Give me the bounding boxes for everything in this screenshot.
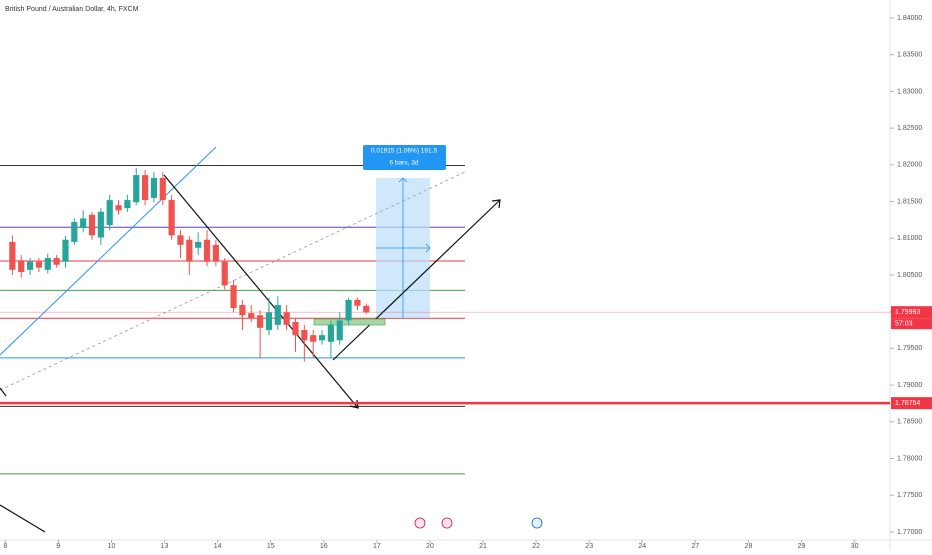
price-label: 1.78754 [895, 400, 920, 407]
event-icon[interactable] [531, 517, 543, 529]
candle-body [195, 241, 202, 248]
candle-body [239, 305, 246, 316]
price-label-box [891, 397, 932, 410]
y-tick-label: 1.79500 [897, 345, 922, 352]
x-tick-label: 27 [691, 543, 699, 550]
x-tick-label: 16 [320, 543, 328, 550]
candle-body [124, 200, 131, 209]
x-tick-label: 20 [426, 543, 434, 550]
candle-body [248, 313, 255, 319]
candle-body [177, 235, 184, 245]
y-tick-label: 1.82000 [897, 162, 922, 169]
candle-body [345, 299, 352, 321]
candle-body [221, 261, 228, 286]
x-tick-label: 21 [479, 543, 487, 550]
measure-arrow [398, 177, 408, 183]
y-tick-label: 1.84000 [897, 15, 922, 22]
x-tick-label: 13 [161, 543, 169, 550]
candle-body [106, 200, 113, 226]
candle-body [310, 335, 317, 342]
arrow [0, 387, 7, 397]
candle-body [159, 178, 166, 201]
candle-body [212, 244, 219, 262]
candle-body [150, 178, 158, 198]
candle-body [363, 305, 370, 313]
x-tick-label: 17 [373, 543, 381, 550]
arrow [0, 504, 46, 533]
candle-body [336, 320, 343, 341]
candle-body [230, 285, 237, 308]
x-tick-label: 9 [56, 543, 60, 550]
chart-title: British Pound / Australian Dollar, 4h, F… [5, 6, 139, 13]
candle-body [283, 312, 290, 325]
candle-body [9, 241, 16, 270]
measure-subtext: 6 bars, 3d [390, 160, 419, 167]
countdown: 57:03 [895, 321, 913, 328]
candle-body [53, 258, 60, 265]
candle-body [257, 315, 264, 328]
y-tick-label: 1.78500 [897, 419, 922, 426]
candle-body [203, 239, 211, 262]
y-tick-label: 1.82500 [897, 125, 922, 132]
candle-body [44, 258, 51, 270]
y-tick-label: 1.81500 [897, 198, 922, 205]
y-tick-label: 1.77500 [897, 492, 922, 499]
candle-body [88, 214, 96, 236]
measure-label-box [363, 145, 446, 170]
candle-body [354, 299, 361, 306]
measure-arrow [425, 243, 431, 253]
x-tick-label: 28 [745, 543, 753, 550]
candle-body [301, 330, 308, 341]
candle-body [133, 175, 140, 203]
price-label-box [891, 306, 932, 319]
candle-body [186, 239, 193, 262]
candle-body [292, 321, 299, 336]
trend-line [0, 171, 466, 391]
x-tick-label: 14 [214, 543, 222, 550]
candle-body [168, 200, 175, 236]
price-label: 1.79993 [895, 309, 920, 316]
event-icon[interactable] [414, 517, 426, 529]
measure-text: 0.01915 (1.06%) 191.5 [371, 148, 438, 155]
event-icon[interactable] [441, 517, 453, 529]
candle-body [97, 211, 104, 238]
x-tick-label: 8 [3, 543, 7, 550]
x-tick-label: 15 [267, 543, 275, 550]
arrow [332, 199, 501, 361]
candle-body [18, 260, 25, 273]
x-tick-label: 24 [638, 543, 646, 550]
y-tick-label: 1.77000 [897, 529, 922, 536]
candle-body [35, 261, 43, 268]
candle-body [71, 222, 78, 242]
candle-body [141, 175, 149, 201]
y-tick-label: 1.80500 [897, 272, 922, 279]
x-tick-label: 22 [532, 543, 540, 550]
arrow [163, 174, 359, 409]
candle-body [327, 324, 334, 342]
candle-body [265, 312, 273, 331]
y-tick-label: 1.78000 [897, 455, 922, 462]
candle-body [115, 205, 122, 211]
x-tick-label: 29 [798, 543, 806, 550]
y-tick-label: 1.83500 [897, 52, 922, 59]
y-tick-label: 1.83000 [897, 88, 922, 95]
countdown-box [891, 318, 932, 330]
x-tick-label: 10 [108, 543, 116, 550]
x-tick-label: 23 [585, 543, 593, 550]
candle-body [80, 218, 87, 228]
candle-body [318, 335, 326, 341]
drawings [0, 146, 543, 533]
y-tick-label: 1.79000 [897, 382, 922, 389]
candle-body [62, 239, 69, 262]
candle-body [26, 261, 34, 270]
candle-body [274, 305, 281, 325]
trend-line [0, 146, 217, 356]
x-tick-label: 30 [851, 543, 859, 550]
y-tick-label: 1.81000 [897, 235, 922, 242]
arrow [491, 199, 501, 209]
